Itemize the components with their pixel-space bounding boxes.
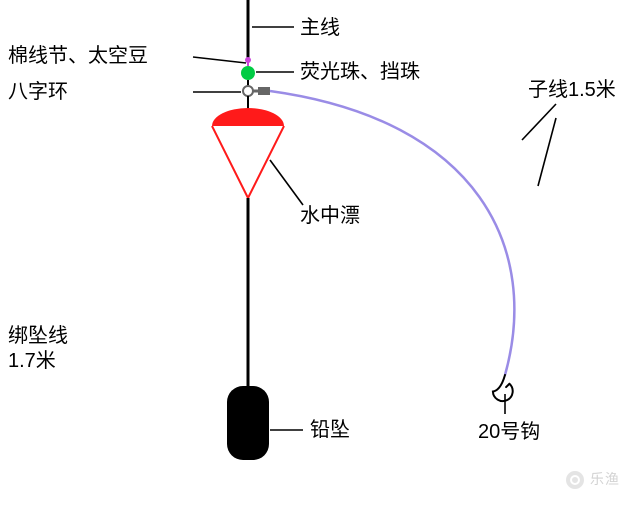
sub-line [270, 91, 514, 375]
leader-knot_bead [193, 57, 246, 63]
float-cone [212, 126, 284, 198]
fluorescent-bead [241, 66, 255, 80]
label-sinker: 铅坠 [310, 418, 350, 443]
label-float: 水中漂 [300, 204, 360, 229]
label-sinker-line: 绑坠线 1.7米 [8, 324, 68, 374]
leader-float [270, 160, 303, 205]
label-fluor-bead: 荧光珠、挡珠 [300, 60, 420, 85]
float-cap [212, 108, 284, 126]
swivel-body [258, 87, 270, 95]
lead-sinker [227, 386, 269, 460]
leader-subline2 [538, 118, 556, 186]
label-main-line: 主线 [300, 16, 340, 41]
label-hook: 20号钩 [478, 420, 540, 445]
hook-icon [493, 375, 513, 401]
label-sub-line: 子线1.5米 [528, 78, 616, 103]
watermark: 乐渔 [566, 469, 620, 489]
wechat-icon [566, 471, 584, 489]
swivel-ring [243, 86, 253, 96]
watermark-text: 乐渔 [590, 471, 620, 487]
label-knot-bead: 棉线节、太空豆 [8, 44, 148, 69]
label-swivel: 八字环 [8, 80, 68, 105]
